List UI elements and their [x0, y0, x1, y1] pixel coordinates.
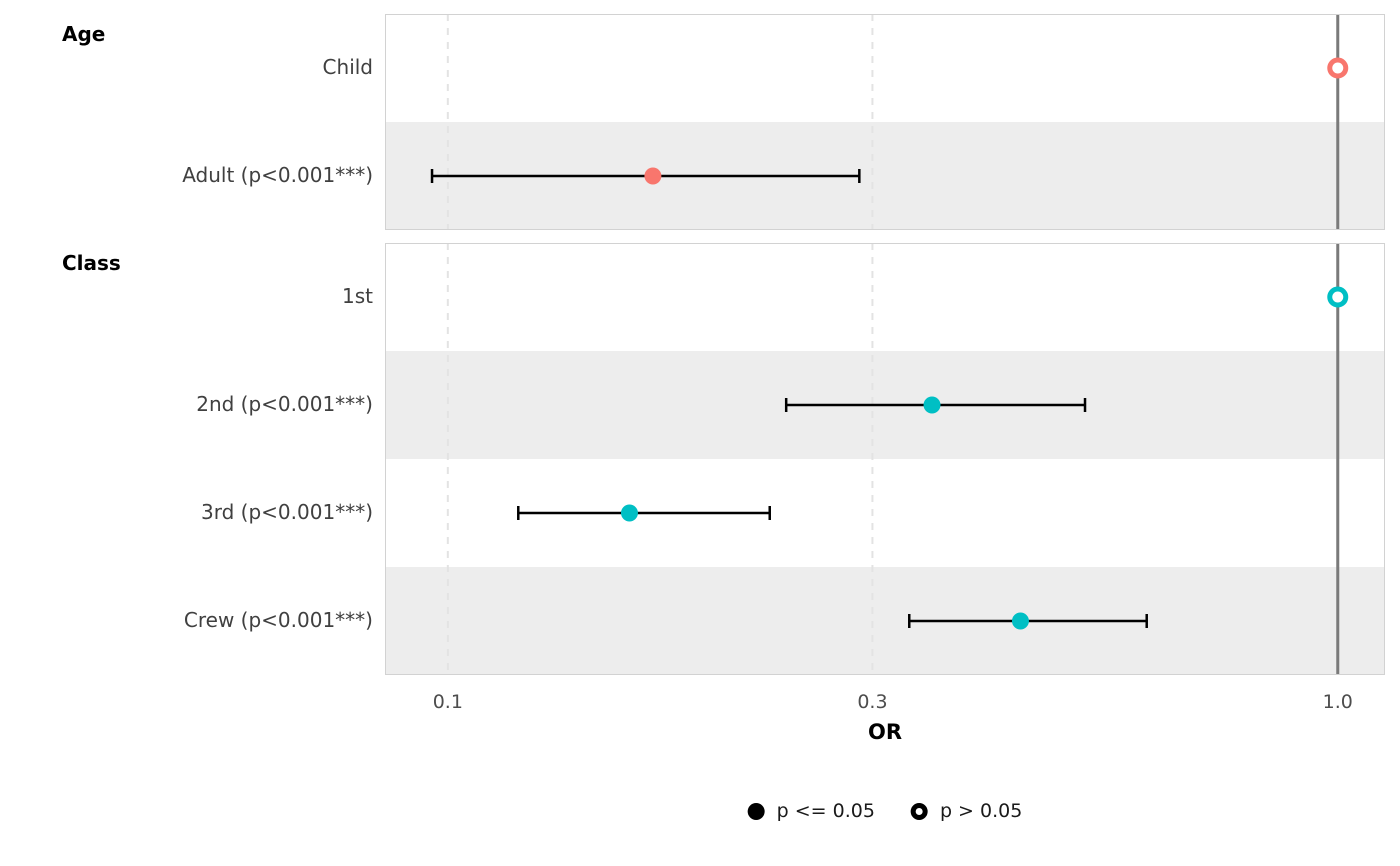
row-label-adult-p-0-001: Adult (p<0.001***) [182, 163, 373, 187]
x-tick-label-0-3: 0.3 [857, 691, 888, 713]
point-class-2nd-p-0-001 [923, 396, 941, 414]
x-tick-label-1-0: 1.0 [1322, 691, 1353, 713]
point-class-3rd-p-0-001 [620, 504, 638, 522]
row-label-child: Child [322, 55, 373, 79]
panel-border [385, 243, 1385, 675]
legend-label: p > 0.05 [939, 800, 1023, 822]
row-label-3rd-p-0-001: 3rd (p<0.001***) [201, 500, 373, 524]
legend-item-p-0-05: p <= 0.05 [747, 800, 875, 822]
point-class-1st [1327, 286, 1349, 308]
panel-canvas-age [385, 14, 1385, 230]
point-age-adult-p-0-001 [644, 167, 662, 185]
legend-item-p-0-05: p > 0.05 [910, 800, 1023, 822]
panel-class [385, 243, 1385, 675]
x-axis-title: OR [867, 720, 903, 744]
facet-title-age: Age [62, 22, 106, 46]
point-class-crew-p-0-001 [1011, 612, 1029, 630]
row-stripe [385, 567, 1385, 675]
open-circle-icon [910, 802, 928, 820]
panel-border [385, 14, 1385, 230]
row-label-2nd-p-0-001: 2nd (p<0.001***) [196, 392, 373, 416]
row-label-crew-p-0-001: Crew (p<0.001***) [183, 608, 373, 632]
panel-canvas-class [385, 243, 1385, 675]
x-tick-label-0-1: 0.1 [432, 691, 463, 713]
legend-label: p <= 0.05 [776, 800, 875, 822]
filled-circle-icon [747, 802, 765, 820]
point-age-child [1327, 57, 1349, 79]
panel-age [385, 14, 1385, 230]
facet-title-class: Class [62, 251, 121, 275]
legend: p <= 0.05 p > 0.05 [747, 800, 1023, 822]
row-label-1st: 1st [342, 284, 373, 308]
